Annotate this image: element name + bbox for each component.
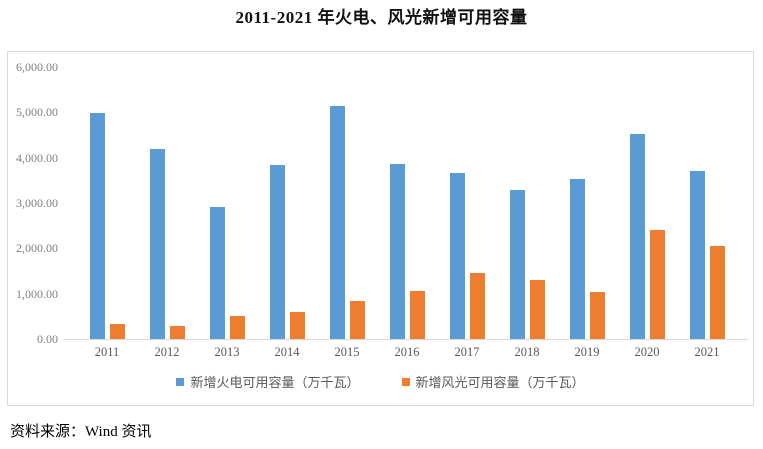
bar-thermal-2011 [90,113,105,339]
y-axis-tick-label: 4,000.00 [16,150,58,165]
bar-thermal-2019 [570,179,585,339]
y-axis-tick-label: 3,000.00 [16,196,58,210]
bar-thermal-2014 [270,165,285,339]
x-axis-year-label: 2018 [514,345,540,359]
bar-wind-solar-2016 [410,291,425,339]
bar-wind-solar-2019 [590,292,605,339]
y-axis-tick-label: 5,000.00 [16,105,58,120]
bar-wind-solar-2020 [650,230,665,339]
wind-solar-legend-swatch [401,377,410,386]
x-axis-year-label: 2016 [394,345,420,359]
thermal-legend-label: 新增火电可用容量（万千瓦） [190,375,360,390]
x-axis-year-label: 2017 [454,345,480,359]
bar-wind-solar-2021 [710,246,725,339]
bar-thermal-2018 [510,190,525,339]
x-axis-year-label: 2012 [154,345,180,359]
bar-wind-solar-2018 [530,280,545,339]
legend-item-wind-solar: 新增风光可用容量（万千瓦） [401,372,585,391]
bar-thermal-2021 [690,171,705,339]
bar-wind-solar-2013 [230,316,245,339]
x-axis-year-label: 2013 [214,345,240,359]
source-note: 资料来源：Wind 资讯 [10,424,152,440]
legend: 新增火电可用容量（万千瓦） 新增风光可用容量（万千瓦） [8,372,753,391]
bar-thermal-2012 [150,149,165,339]
x-axis-year-label: 2014 [274,345,300,359]
y-axis-tick-label: 1,000.00 [16,286,58,301]
y-axis-tick-label: 0.00 [37,332,58,346]
bar-thermal-2015 [330,106,345,339]
chart-frame: 0.00 1,000.00 2,000.00 3,000.00 4,000.00 5,00… [7,51,754,406]
bar-thermal-2017 [450,173,465,339]
x-axis-year-label: 2011 [94,345,120,359]
x-axis-year-label: 2015 [334,345,360,359]
bar-wind-solar-2014 [290,312,305,339]
bar-wind-solar-2017 [470,273,485,339]
y-axis-tick-label: 6,000.00 [16,60,58,74]
y-axis-tick-label: 2,000.00 [16,241,58,256]
bar-thermal-2013 [210,207,225,339]
bar-wind-solar-2012 [170,326,185,339]
bar-thermal-2020 [630,134,645,339]
thermal-legend-swatch [176,377,185,386]
x-axis-line [64,339,748,340]
wind-solar-legend-label: 新增风光可用容量（万千瓦） [415,375,585,390]
x-axis-year-label: 2021 [694,345,720,359]
x-axis-year-label: 2019 [574,345,600,359]
x-axis-year-label: 2020 [634,345,660,359]
bar-thermal-2016 [390,164,405,339]
chart-title: 2011-2021 年火电、风光新增可用容量 [235,8,528,27]
legend-item-thermal: 新增火电可用容量（万千瓦） [176,372,360,391]
bar-wind-solar-2011 [110,324,125,339]
bar-wind-solar-2015 [350,301,365,339]
